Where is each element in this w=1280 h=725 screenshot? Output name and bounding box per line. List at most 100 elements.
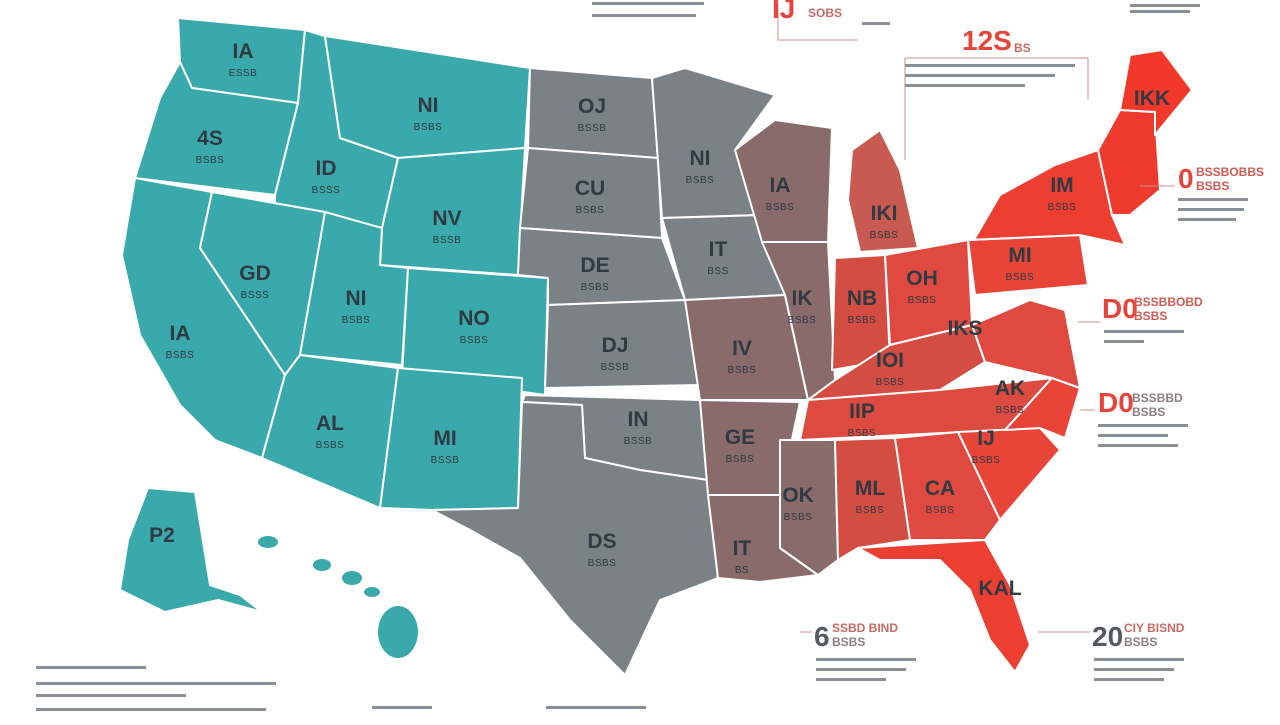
state-sub-ny: BSBS xyxy=(1048,202,1077,213)
state-code-mt: NI xyxy=(418,94,439,117)
state-code-or: 4S xyxy=(197,127,223,150)
state-code-az: AL xyxy=(316,412,344,435)
state-sub-wi: BSBS xyxy=(766,202,795,213)
state-sub-mt: BSBS xyxy=(414,122,443,133)
state-sub-in: BSBS xyxy=(848,315,877,326)
callout-east3: D0 BSSBBD BSBS xyxy=(1098,387,1188,447)
state-sub-ia: BSS xyxy=(707,266,729,277)
callout-top2-number: 12S xyxy=(962,25,1012,56)
callout-east1-sub: BSBS xyxy=(1196,179,1229,193)
state-sub-ca: BSBS xyxy=(166,350,195,361)
state-sub-mn: BSBS xyxy=(686,175,715,186)
state-code-mo: IV xyxy=(732,337,752,360)
state-code-la: IT xyxy=(733,537,752,560)
callout-bottom1-label: SSBD BIND xyxy=(832,621,898,635)
callout-top2: 12S BS xyxy=(962,25,1031,56)
state-code-nc: AK xyxy=(995,377,1025,400)
state-sub-nv: BSSS xyxy=(241,290,270,301)
state-code-wi: IA xyxy=(770,174,791,197)
state-code-tx: DS xyxy=(587,530,616,553)
state-code-co: NO xyxy=(458,307,490,330)
state-code-ga: CA xyxy=(925,477,955,500)
state-code-fl: KAL xyxy=(978,577,1021,600)
callout-east3-number: D0 xyxy=(1098,387,1134,418)
state-code-ky: IOI xyxy=(876,349,904,372)
state-sub-ks: BSSB xyxy=(601,362,630,373)
state-sub-sc: BSBS xyxy=(972,455,1001,466)
state-code-ok: IN xyxy=(628,408,649,431)
state-code-oh: OH xyxy=(906,267,938,290)
state-sub-sd: BSBS xyxy=(576,205,605,216)
state-sub-mi: BSBS xyxy=(870,230,899,241)
state-code-il: IK xyxy=(792,287,813,310)
state-code-sd: CU xyxy=(575,177,605,200)
callout-leaders xyxy=(777,4,1175,633)
callout-bottom2: 20 CIY BISND BSBS xyxy=(1092,621,1185,681)
state-al xyxy=(834,437,911,561)
callout-east2-label: BSSBBOBD xyxy=(1134,295,1203,309)
state-sub-wy: BSSB xyxy=(433,235,462,246)
state-code-in: NB xyxy=(847,287,877,310)
state-code-va: IKS xyxy=(947,317,982,340)
state-code-mi: IKI xyxy=(871,202,898,225)
state-code-ca: IA xyxy=(170,322,191,345)
state-code-me: IKK xyxy=(1134,87,1170,110)
state-code-ak: P2 xyxy=(149,524,175,547)
state-code-al: ML xyxy=(855,477,885,500)
state-sub-az: BSBS xyxy=(316,440,345,451)
callout-east1-label: BSSBOBBS xyxy=(1196,165,1264,179)
state-code-sc: IJ xyxy=(977,427,995,450)
state-code-ny: IM xyxy=(1050,174,1073,197)
callout-east2-sub: BSBS xyxy=(1134,309,1167,323)
state-code-ut: NI xyxy=(346,287,367,310)
state-code-id: ID xyxy=(316,157,337,180)
state-code-ms: OK xyxy=(782,484,814,507)
state-code-ne: DE xyxy=(580,254,609,277)
state-code-ia: IT xyxy=(709,238,728,261)
state-nc xyxy=(1004,377,1081,439)
state-sub-la: BS xyxy=(735,565,749,576)
state-me xyxy=(1119,49,1193,136)
state-sub-ms: BSBS xyxy=(784,512,813,523)
callout-bottom2-sub: BSBS xyxy=(1124,635,1157,649)
state-code-wa: IA xyxy=(233,40,254,63)
state-sub-ar: BSBS xyxy=(726,454,755,465)
state-va xyxy=(971,299,1081,389)
callout-east2-number: D0 xyxy=(1102,293,1138,324)
callout-east1-number: 0 xyxy=(1178,163,1194,194)
state-sub-ky: BSBS xyxy=(876,377,905,388)
state-sub-nd: BSSB xyxy=(578,123,607,134)
state-sub-or: BSBS xyxy=(196,155,225,166)
state-az xyxy=(261,354,399,509)
state-sub-il: BSBS xyxy=(788,315,817,326)
state-sub-tx: BSBS xyxy=(588,558,617,569)
state-ms xyxy=(779,439,839,576)
state-sub-co: BSBS xyxy=(460,335,489,346)
callout-top1: IJ SOBS xyxy=(772,0,842,24)
state-sub-nc: BSBS xyxy=(996,405,1025,416)
state-sub-ok: BSSB xyxy=(624,436,653,447)
state-tx xyxy=(431,401,719,676)
callout-top1-number: IJ xyxy=(772,0,795,24)
state-sub-al: BSBS xyxy=(856,505,885,516)
state-sub-mo: BSBS xyxy=(728,365,757,376)
state-code-nm: MI xyxy=(433,427,456,450)
state-code-ks: DJ xyxy=(602,334,629,357)
callout-east2: D0 BSSBBOBD BSBS xyxy=(1102,293,1203,343)
state-sub-ga: BSBS xyxy=(926,505,955,516)
state-labels: IAESSB4SBSBSIABSBSIDBSSSGDBSSSNIBSBSNVBS… xyxy=(149,40,1170,600)
state-code-nv: GD xyxy=(239,262,271,285)
state-wi xyxy=(734,119,833,243)
state-fl xyxy=(857,539,1031,673)
state-code-wy: NV xyxy=(432,207,461,230)
state-code-mn: NI xyxy=(690,147,711,170)
state-sub-pa: BSBS xyxy=(1006,272,1035,283)
state-ga xyxy=(894,431,1001,541)
state-sub-wa: ESSB xyxy=(229,68,258,79)
state-sub-nm: BSSB xyxy=(431,455,460,466)
state-code-nd: OJ xyxy=(578,95,606,118)
callout-east3-label: BSSBBD xyxy=(1132,391,1183,405)
callout-bottom1-number: 6 xyxy=(814,621,830,652)
